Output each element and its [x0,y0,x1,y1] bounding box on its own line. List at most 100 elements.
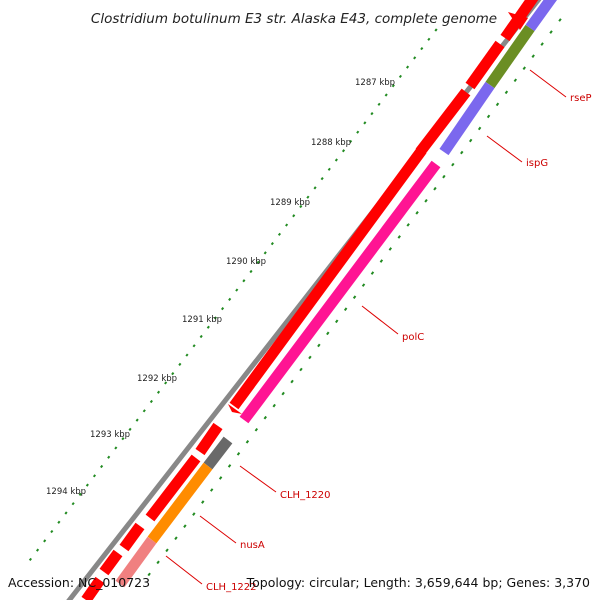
gene-bar-clh-1220 [203,436,233,470]
tick-mark [192,512,196,516]
tick-mark [235,288,239,292]
tick-mark [468,138,473,143]
tick-mark [356,130,360,134]
gene-bar-polc [239,160,441,424]
leader-line [529,69,567,98]
tick-mark [343,307,348,312]
tick-mark [50,529,54,534]
tick-mark [107,455,111,459]
tick-label: 1294 kbp [46,487,86,497]
tick-mark [451,162,455,167]
cds-arrow [99,549,123,576]
tick-mark [209,488,214,492]
tick-mark [227,464,232,468]
tick-label: 1293 kbp [90,430,130,440]
tick-mark [92,474,97,478]
gene-label-polc: polC [402,332,424,343]
tick-mark [128,427,132,431]
tick-mark [540,42,544,46]
tick-mark [272,403,276,408]
tick-mark [156,560,160,565]
tick-mark [149,399,153,404]
tick-mark [460,150,464,155]
tick-mark [263,251,267,255]
tick-mark [292,214,296,218]
tick-mark [397,235,401,239]
tick-mark [299,204,303,209]
tick-mark [78,492,82,497]
tick-mark [415,211,419,215]
cds-arrow [195,422,223,456]
tick-mark [398,74,402,79]
tick-mark [522,66,526,71]
tick-mark [513,78,518,83]
tick-mark [420,46,424,51]
leader-line [239,465,277,493]
tick-mark [290,379,294,384]
tick-mark [178,362,182,366]
cds-arrow [81,576,105,600]
tick-mark [313,186,317,190]
tick-mark [388,247,393,251]
tick-mark [370,271,375,275]
tick-mark [352,295,357,299]
tick-mark [504,90,509,95]
tick-mark [114,446,118,450]
tick-mark [495,102,500,107]
tick-mark [57,520,61,524]
tick-mark [135,418,139,422]
accession-text: Accession: NC_010723 [8,575,151,590]
tick-mark [277,232,282,236]
tick-mark [549,30,553,34]
tick-mark [558,18,562,22]
tick-mark [201,500,205,504]
tick-mark [174,536,178,541]
tick-mark [270,242,274,246]
tick-label: 1291 kbp [182,315,222,325]
tick-mark [156,390,161,394]
tick-mark [442,174,446,179]
tick-mark [341,149,346,153]
tick-mark [391,84,395,88]
tick-mark [121,437,125,441]
genome-stats-text: Topology: circular; Length: 3,659,644 bp… [246,575,590,590]
cds-arrow [145,454,201,522]
tick-mark [285,223,289,227]
tick-mark [427,37,431,41]
tick-mark [281,391,285,396]
leader-line [361,305,399,335]
gene-label-nusa: nusA [240,540,265,551]
tick-mark [306,195,310,199]
tick-labels: 1287 kbp 1288 kbp 1289 kbp 1290 kbp 1291… [46,78,395,497]
genome-backbone [66,0,542,600]
tick-mark [71,502,75,506]
gene-label-clh-1220: CLH_1220 [280,490,331,501]
gene-label-rsep: rseP [570,93,592,104]
tick-mark [36,548,40,552]
tick-mark [256,260,260,264]
tick-label: 1290 kbp [226,257,266,267]
tick-mark [327,167,331,171]
cds-arrow [229,146,427,410]
tick-mark [254,427,259,432]
tick-mark [192,344,196,348]
tick-mark [317,343,321,348]
tick-mark [199,334,203,339]
tick-mark [406,223,410,227]
tick-mark [486,114,491,119]
tick-mark [206,325,210,329]
tick-mark [220,307,225,311]
tick-mark [361,283,366,287]
tick-mark [379,259,384,263]
gene-bar-clh-1222 [115,536,157,588]
tick-mark [335,319,339,324]
tick-mark [245,440,250,444]
tick-mark [28,557,33,562]
tick-mark [334,158,338,162]
tick-mark [249,269,253,274]
tick-mark [183,524,187,528]
tick-mark [185,353,189,357]
leader-line [199,515,237,544]
map-title: Clostridium botulinum E3 str. Alaska E43… [91,11,497,27]
